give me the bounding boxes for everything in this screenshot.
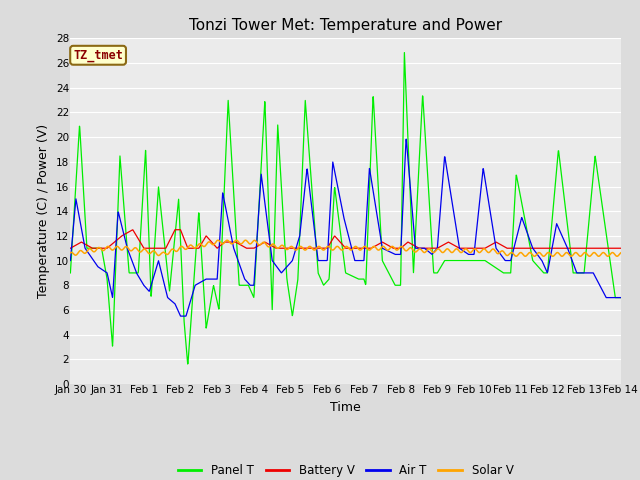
Text: TZ_tmet: TZ_tmet — [73, 49, 123, 62]
Solar V — [335, 244, 342, 250]
Air T — [601, 293, 609, 299]
Air T — [320, 258, 328, 264]
Title: Tonzi Tower Met: Temperature and Power: Tonzi Tower Met: Temperature and Power — [189, 18, 502, 33]
Panel T — [617, 295, 625, 300]
Panel T — [95, 245, 102, 251]
Air T — [67, 258, 74, 264]
Air T — [177, 313, 184, 319]
Panel T — [500, 270, 508, 276]
Battery V — [335, 237, 342, 243]
Panel T — [601, 223, 609, 229]
Battery V — [67, 245, 74, 251]
Panel T — [401, 50, 408, 56]
Panel T — [602, 225, 609, 231]
Panel T — [335, 213, 342, 218]
Battery V — [601, 245, 609, 251]
Battery V — [171, 227, 179, 233]
Solar V — [500, 250, 508, 255]
Solar V — [604, 253, 612, 259]
Panel T — [184, 361, 191, 367]
Solar V — [95, 245, 102, 251]
Solar V — [320, 247, 328, 253]
Y-axis label: Temperature (C) / Power (V): Temperature (C) / Power (V) — [37, 124, 50, 298]
Panel T — [67, 270, 74, 276]
Battery V — [617, 245, 625, 251]
Air T — [403, 136, 410, 142]
Solar V — [601, 251, 609, 257]
Line: Panel T: Panel T — [70, 53, 621, 364]
Air T — [602, 293, 609, 299]
Line: Battery V: Battery V — [70, 230, 621, 248]
Panel T — [320, 282, 328, 288]
Solar V — [601, 251, 609, 256]
Air T — [335, 187, 342, 192]
Battery V — [500, 244, 508, 250]
Battery V — [95, 245, 102, 251]
Air T — [617, 295, 625, 300]
X-axis label: Time: Time — [330, 401, 361, 414]
Line: Solar V: Solar V — [70, 240, 621, 256]
Air T — [95, 264, 102, 270]
Battery V — [320, 245, 328, 251]
Solar V — [67, 250, 74, 256]
Line: Air T: Air T — [70, 139, 621, 316]
Air T — [500, 256, 508, 262]
Legend: Panel T, Battery V, Air T, Solar V: Panel T, Battery V, Air T, Solar V — [173, 459, 518, 480]
Battery V — [601, 245, 609, 251]
Solar V — [242, 237, 250, 243]
Solar V — [617, 250, 625, 256]
